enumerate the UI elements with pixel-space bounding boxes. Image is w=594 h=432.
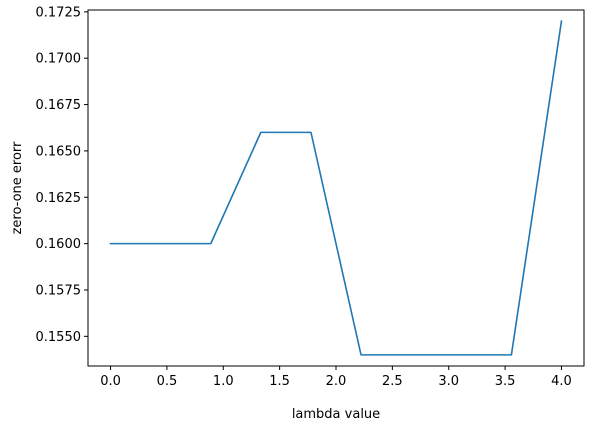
x-axis-ticks: 0.0 0.5 1.0 1.5 2.0 2.5 3.0 3.5 4.0 xyxy=(100,366,572,389)
x-tick-label: 0.5 xyxy=(157,374,178,389)
series-line xyxy=(109,20,563,356)
x-tick-label: 4.0 xyxy=(551,374,572,389)
y-tick-label: 0.1650 xyxy=(36,144,82,159)
x-tick-label: 1.0 xyxy=(213,374,234,389)
y-tick-label: 0.1550 xyxy=(36,330,82,345)
x-tick-label: 3.5 xyxy=(495,374,516,389)
plot-area xyxy=(88,10,584,366)
x-tick-label: 1.5 xyxy=(269,374,290,389)
x-axis-label: lambda value xyxy=(292,407,380,422)
x-tick-label: 0.0 xyxy=(100,374,121,389)
y-tick-label: 0.1725 xyxy=(36,5,82,20)
y-tick-label: 0.1575 xyxy=(36,283,82,298)
plot-frame xyxy=(87,9,585,367)
y-tick-label: 0.1700 xyxy=(36,52,82,67)
y-tick-label: 0.1600 xyxy=(36,237,82,252)
y-axis-ticks: 0.1550 0.1575 0.1600 0.1625 0.1650 0.1675 0.17… xyxy=(36,5,88,345)
x-tick-label: 2.0 xyxy=(326,374,347,389)
x-tick-label: 2.5 xyxy=(382,374,403,389)
y-tick-label: 0.1625 xyxy=(36,191,82,206)
series-layer xyxy=(109,20,563,356)
x-tick-label: 3.0 xyxy=(438,374,459,389)
y-tick-label: 0.1675 xyxy=(36,98,82,113)
y-axis-label: zero-one erorr xyxy=(10,141,25,234)
